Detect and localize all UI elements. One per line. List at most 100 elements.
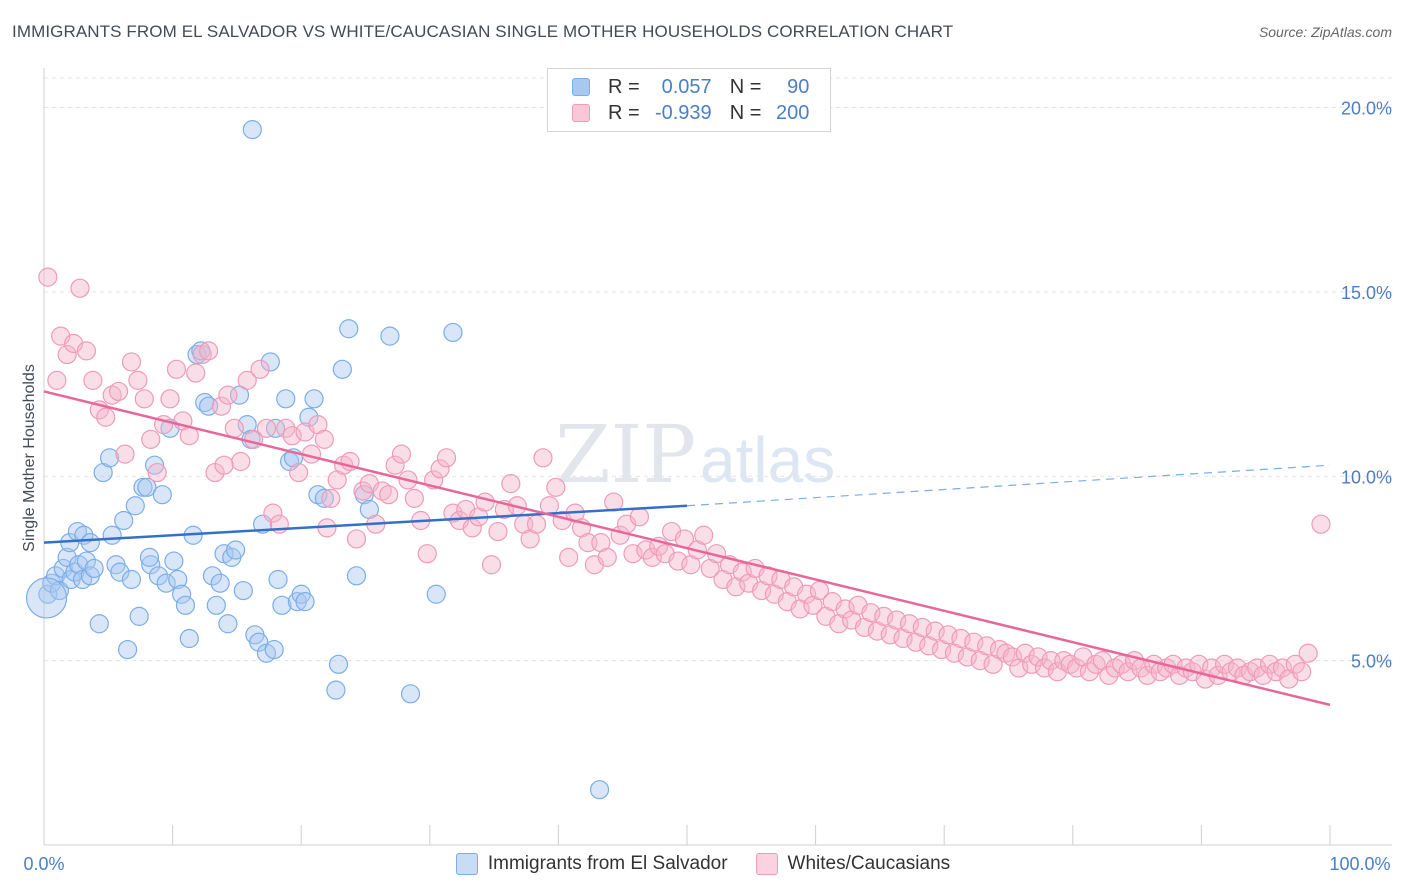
point-el-salvador: [304, 389, 324, 409]
point-whites: [1285, 654, 1305, 674]
point-whites: [282, 426, 302, 446]
point-whites: [404, 488, 424, 508]
point-el-salvador: [38, 584, 58, 604]
trend-lines: [43, 390, 1331, 707]
point-el-salvador: [426, 584, 446, 604]
point-whites: [546, 477, 566, 497]
tick-labels: 5.0% 10.0% 15.0% 20.0% 0.0% 100.0%: [23, 99, 1392, 875]
point-whites: [256, 418, 277, 438]
point-whites: [887, 610, 907, 630]
point-whites: [134, 389, 154, 409]
point-el-salvador: [137, 477, 157, 497]
point-whites: [250, 359, 270, 379]
point-el-salvador: [49, 580, 70, 601]
point-whites: [1099, 665, 1119, 685]
point-whites: [76, 341, 97, 361]
series-legend-swatch-whites: [755, 853, 778, 875]
point-whites: [501, 474, 521, 494]
point-el-salvador: [264, 639, 284, 660]
legend-r-label: R =: [608, 75, 640, 98]
point-whites: [642, 547, 662, 567]
point-whites: [218, 385, 238, 405]
legend-r-value: -0.939: [654, 101, 712, 124]
point-whites: [1292, 662, 1312, 682]
point-el-salvador: [168, 569, 188, 590]
correlation-legend: R = 0.057 N = 90 R = -0.939 N = 200: [547, 68, 831, 132]
point-whites: [912, 617, 932, 638]
point-el-salvador: [589, 780, 610, 800]
point-el-salvador: [99, 448, 120, 468]
point-whites: [353, 481, 373, 501]
point-el-salvador: [125, 496, 145, 516]
point-el-salvador: [84, 558, 104, 579]
point-el-salvador: [179, 628, 199, 649]
point-whites: [214, 455, 234, 475]
point-el-salvador: [295, 592, 315, 612]
point-el-salvador: [249, 632, 269, 652]
point-whites: [951, 628, 971, 649]
point-whites: [1227, 658, 1248, 678]
point-whites: [623, 544, 643, 564]
point-whites: [964, 632, 984, 652]
point-whites: [1169, 665, 1190, 685]
chart-title: IMMIGRANTS FROM EL SALVADOR VS WHITE/CAU…: [12, 22, 954, 41]
point-whites: [1086, 654, 1106, 674]
point-whites: [192, 344, 212, 365]
point-whites: [1079, 662, 1100, 682]
point-whites: [1022, 654, 1042, 674]
point-el-salvador: [233, 580, 253, 601]
point-whites: [796, 584, 817, 604]
point-whites: [1118, 662, 1138, 682]
point-whites: [115, 444, 135, 464]
point-el-salvador: [272, 595, 292, 615]
point-whites: [147, 462, 167, 483]
point-whites: [1067, 658, 1087, 678]
point-whites: [668, 551, 688, 571]
point-whites: [436, 448, 457, 468]
y-tick-label: 15.0%: [1341, 283, 1392, 303]
point-whites: [417, 544, 437, 564]
point-whites: [186, 363, 206, 383]
point-whites: [629, 507, 650, 527]
point-whites: [57, 344, 77, 365]
point-el-salvador: [129, 606, 149, 626]
point-el-salvador: [443, 322, 463, 343]
point-whites: [83, 370, 103, 390]
legend-n-label: N =: [729, 75, 762, 98]
legend-row-el-salvador: R = 0.057 N = 90: [572, 75, 809, 99]
point-whites: [597, 547, 617, 567]
point-whites: [732, 562, 752, 582]
point-el-salvador: [400, 684, 421, 704]
point-el-salvador: [326, 680, 346, 700]
y-tick-label: 10.0%: [1341, 467, 1392, 487]
source-label: Source: ZipAtlas.com: [1258, 24, 1392, 40]
legend-n-value: 90: [787, 75, 810, 98]
watermark-atlas: atlas: [700, 424, 836, 496]
point-el-salvador: [114, 510, 134, 531]
point-whites: [1015, 643, 1035, 663]
point-whites: [1034, 658, 1055, 678]
point-whites: [1105, 658, 1125, 678]
point-whites: [47, 370, 67, 390]
point-whites: [160, 389, 180, 409]
point-whites: [346, 529, 367, 549]
point-whites: [938, 625, 958, 645]
x-tick-label-min: 0.0%: [23, 854, 64, 874]
watermark: ZIPatlas: [555, 408, 835, 501]
point-whites: [443, 503, 463, 523]
point-whites: [224, 418, 244, 438]
point-whites: [1311, 514, 1331, 534]
point-el-salvador: [268, 569, 288, 590]
legend-swatch-whites: [572, 104, 590, 122]
point-whites: [102, 385, 122, 405]
point-el-salvador: [164, 551, 184, 571]
point-el-salvador: [339, 319, 359, 339]
point-whites: [199, 341, 219, 361]
point-whites: [488, 521, 508, 542]
series-legend-el-salvador: Immigrants from El Salvador: [455, 853, 728, 875]
point-el-salvador: [202, 566, 223, 586]
point-whites: [391, 444, 412, 464]
point-whites: [526, 514, 547, 534]
point-whites: [1298, 643, 1318, 663]
point-whites: [996, 643, 1016, 663]
